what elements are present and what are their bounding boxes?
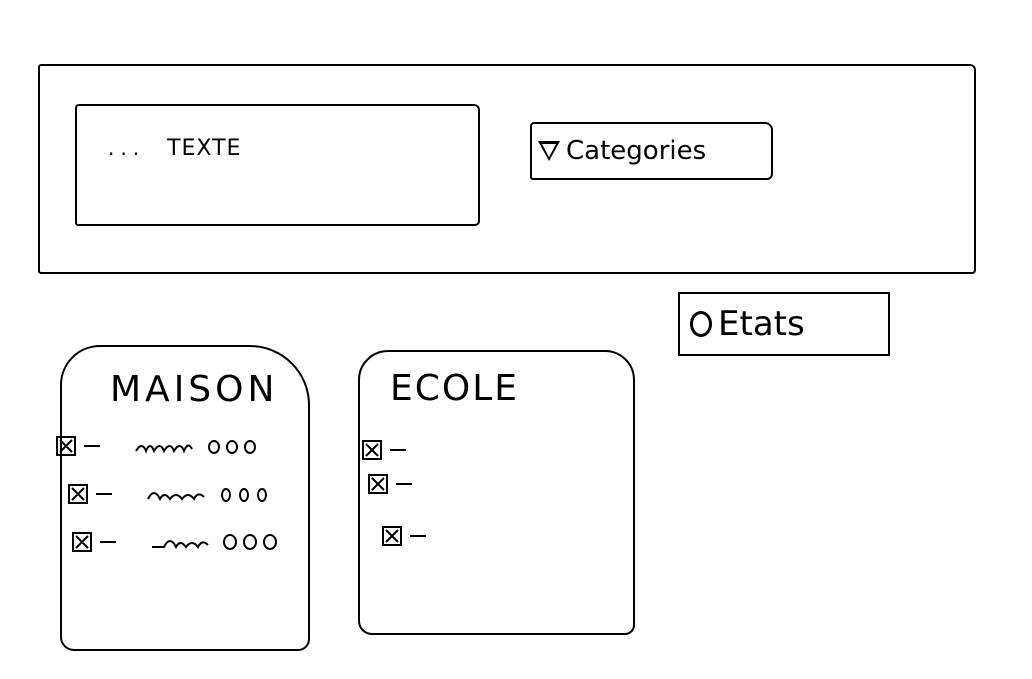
etats-label: Etats bbox=[718, 304, 805, 344]
item-dash bbox=[390, 449, 406, 451]
checkbox[interactable] bbox=[382, 526, 402, 546]
item-dash bbox=[396, 483, 412, 485]
text-input-content: ... TEXTE bbox=[108, 136, 241, 161]
list-item bbox=[362, 440, 406, 460]
item-dash bbox=[84, 445, 100, 447]
ellipsis-icon bbox=[223, 534, 277, 550]
list-item bbox=[72, 532, 282, 552]
checkbox[interactable] bbox=[362, 440, 382, 460]
card-title: MAISON bbox=[110, 369, 279, 410]
list-item bbox=[368, 474, 412, 494]
scribble-text bbox=[135, 444, 193, 454]
list-item bbox=[382, 526, 426, 546]
card-ecole: ECOLE bbox=[358, 350, 635, 635]
card-maison: MAISON bbox=[60, 345, 310, 651]
text-input[interactable] bbox=[75, 104, 480, 226]
text-input-value: TEXTE bbox=[167, 136, 242, 161]
categories-dropdown[interactable]: Categories bbox=[530, 122, 773, 180]
item-dash bbox=[410, 535, 426, 537]
item-dash bbox=[100, 541, 116, 543]
ellipsis-icon bbox=[208, 440, 256, 454]
circle-icon bbox=[690, 311, 712, 337]
checkbox[interactable] bbox=[56, 436, 76, 456]
list-item bbox=[68, 484, 274, 504]
item-dash bbox=[96, 493, 112, 495]
checkbox[interactable] bbox=[68, 484, 88, 504]
text-input-dots: ... bbox=[108, 136, 146, 160]
ellipsis-icon bbox=[221, 488, 267, 502]
scribble-text bbox=[152, 540, 209, 550]
etats-dropdown[interactable]: Etats bbox=[678, 292, 890, 356]
scribble-text bbox=[147, 492, 205, 502]
card-title: ECOLE bbox=[390, 368, 520, 409]
checkbox[interactable] bbox=[368, 474, 388, 494]
categories-label: Categories bbox=[566, 136, 707, 166]
header-panel bbox=[38, 64, 976, 274]
checkbox[interactable] bbox=[72, 532, 92, 552]
triangle-down-icon bbox=[538, 141, 560, 161]
list-item bbox=[56, 436, 262, 456]
